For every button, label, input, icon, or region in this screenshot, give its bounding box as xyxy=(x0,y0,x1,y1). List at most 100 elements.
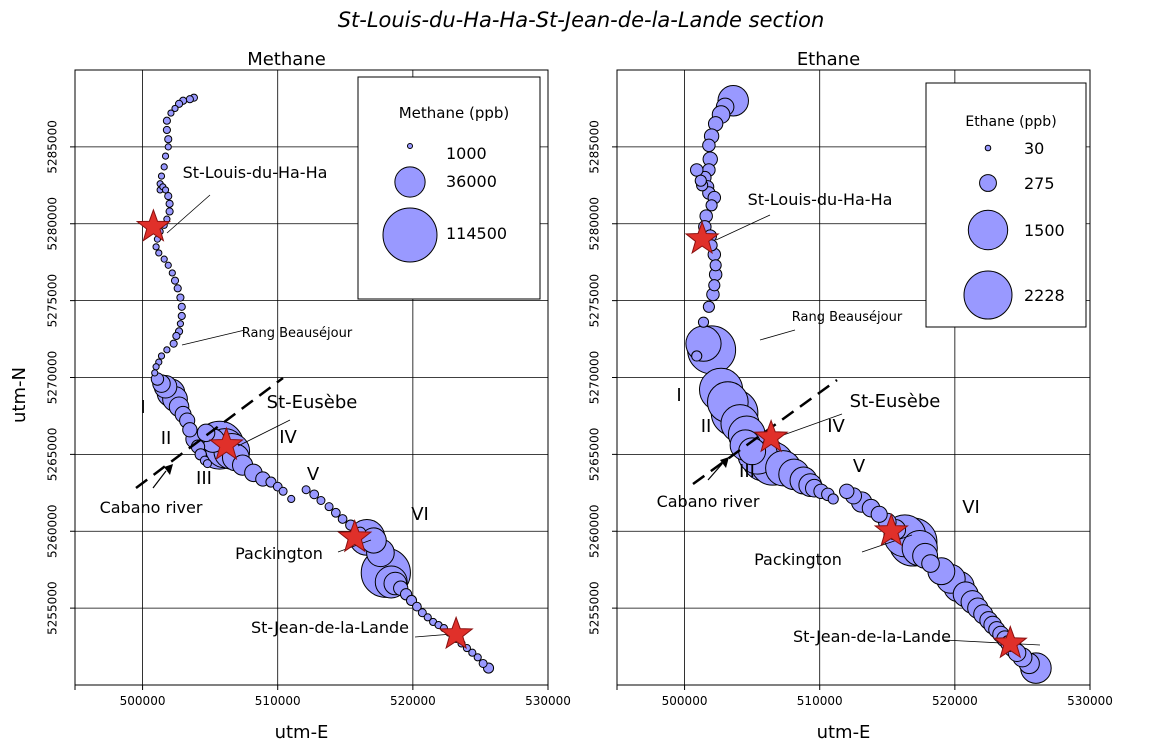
data-point xyxy=(165,199,174,208)
y-tick-label: 5265000 xyxy=(46,428,60,481)
legend-label: 30 xyxy=(1024,139,1044,158)
data-point xyxy=(171,104,179,113)
leader-line xyxy=(715,214,771,241)
y-tick-label: 5260000 xyxy=(46,505,60,558)
panel-title: Ethane xyxy=(797,49,860,70)
y-axis-label: utm-N xyxy=(9,367,30,423)
legend-label: 275 xyxy=(1024,174,1055,193)
data-point xyxy=(870,505,888,523)
data-point xyxy=(697,316,710,328)
data-point xyxy=(478,658,488,668)
data-point xyxy=(468,648,477,657)
data-point xyxy=(324,502,334,512)
annotation-label: V xyxy=(307,464,320,485)
y-tick-label: 5275000 xyxy=(46,274,60,327)
legend-symbol xyxy=(963,270,1013,320)
x-tick-label: 530000 xyxy=(1067,694,1113,708)
y-tick-label: 5285000 xyxy=(46,120,60,173)
arrow-head xyxy=(164,464,173,475)
location-star xyxy=(992,625,1028,659)
data-point xyxy=(330,507,341,518)
data-point xyxy=(167,109,175,117)
location-star xyxy=(135,208,172,242)
data-point xyxy=(164,143,172,151)
legend-title: Ethane (ppb) xyxy=(965,114,1056,130)
location-star xyxy=(337,518,373,553)
legend-symbol xyxy=(984,144,992,152)
legend-label: 1500 xyxy=(1024,221,1065,240)
y-tick-label: 5255000 xyxy=(46,581,60,634)
data-point xyxy=(709,259,722,272)
data-point xyxy=(169,339,178,348)
y-tick-label: 5270000 xyxy=(46,351,60,404)
data-point xyxy=(176,320,185,328)
data-point xyxy=(417,608,427,618)
x-tick-label: 510000 xyxy=(255,694,301,708)
annotation-label: St-Eusèbe xyxy=(267,392,358,413)
x-tick-label: 510000 xyxy=(797,694,843,708)
x-tick-label: 520000 xyxy=(390,694,436,708)
legend-symbol xyxy=(406,142,414,150)
data-point xyxy=(164,192,173,201)
data-point xyxy=(152,363,160,371)
data-point xyxy=(182,422,198,438)
panel-ethane: 500000 510000 520000 530000 5255000 5260000 52… xyxy=(588,49,1113,743)
legend-box xyxy=(357,76,541,300)
data-point xyxy=(177,311,186,321)
data-point xyxy=(177,302,186,311)
annotation-label: IV xyxy=(279,427,297,448)
annotation-label: V xyxy=(853,456,866,477)
data-point xyxy=(170,276,180,285)
location-star xyxy=(753,419,789,453)
data-point xyxy=(164,261,172,269)
y-tick-label: 5285000 xyxy=(588,120,602,173)
location-star xyxy=(438,615,474,650)
y-tick-label: 5270000 xyxy=(588,351,602,404)
data-point xyxy=(162,125,171,135)
data-point xyxy=(152,243,160,251)
annotation-label: II xyxy=(701,416,712,437)
legend-label: 36000 xyxy=(446,172,497,191)
legend-label: 2228 xyxy=(1024,286,1065,305)
arrow-head xyxy=(720,457,729,468)
data-point xyxy=(164,135,173,144)
annotation-label: Rang Beauséjour xyxy=(242,326,353,341)
x-axis-label: utm-E xyxy=(817,722,871,743)
data-point xyxy=(423,613,432,622)
data-point xyxy=(337,514,348,524)
data-point xyxy=(176,293,185,302)
data-point xyxy=(165,207,174,216)
data-point xyxy=(155,249,163,257)
location-star xyxy=(684,220,720,255)
data-point xyxy=(202,459,212,469)
data-point xyxy=(839,483,855,499)
data-point xyxy=(827,493,839,505)
annotation-label: VI xyxy=(411,504,429,525)
x-tick-label: 530000 xyxy=(525,694,571,708)
leader-line xyxy=(759,329,796,341)
legend-title: Methane (ppb) xyxy=(399,104,510,122)
annotation-label: St-Louis-du-Ha-Ha xyxy=(748,190,893,209)
x-axis-label: utm-E xyxy=(275,722,329,743)
data-point xyxy=(412,601,422,612)
arrow-line xyxy=(707,463,723,481)
leader-line xyxy=(237,419,291,447)
data-point xyxy=(473,653,482,662)
data-point xyxy=(278,486,288,496)
chart-panels: 500000 510000 520000 530000 5255000 5260000 52… xyxy=(9,49,1113,743)
data-point xyxy=(691,350,703,362)
data-point xyxy=(157,172,166,180)
data-point xyxy=(301,485,311,495)
leader-line xyxy=(181,329,246,346)
data-point xyxy=(287,494,296,504)
data-point xyxy=(702,300,715,313)
annotation-label: Cabano river xyxy=(100,498,203,517)
leader-line xyxy=(337,539,372,553)
data-point xyxy=(705,199,718,212)
annotation-label: III xyxy=(739,461,755,482)
leader-line xyxy=(943,639,1041,646)
annotation-label: VI xyxy=(962,497,980,518)
annotation-label: Packington xyxy=(235,544,323,563)
annotation-label: Rang Beauséjour xyxy=(792,310,903,325)
data-point xyxy=(157,352,166,360)
